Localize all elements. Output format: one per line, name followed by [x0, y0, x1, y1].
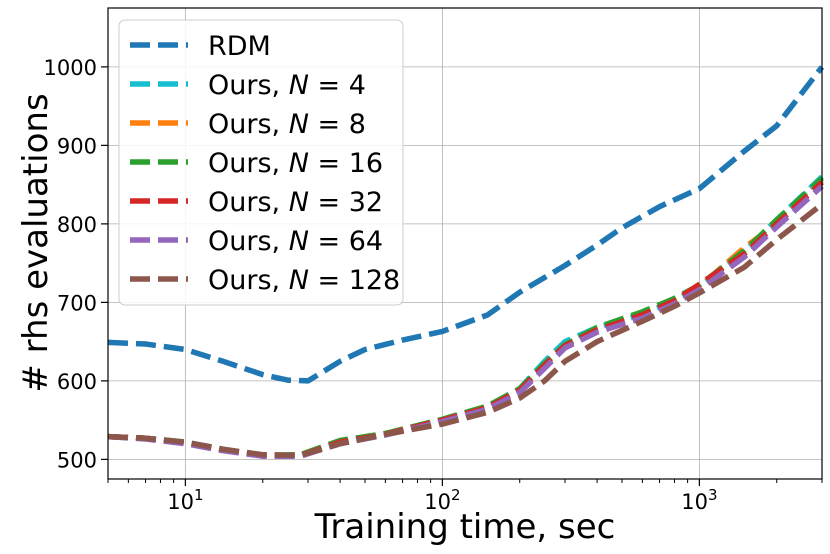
- legend-label-ours-n-16: Ours, N = 16: [208, 148, 383, 179]
- legend-label-ours-n-8: Ours, N = 8: [208, 109, 366, 140]
- y-tick-label: 500: [57, 448, 97, 472]
- legend-label-ours-n-128: Ours, N = 128: [208, 265, 400, 296]
- axis-ticks: 101 102 103 500 600 700 800 900 1000: [44, 56, 823, 514]
- y-tick-label: 600: [57, 370, 97, 394]
- legend-entries: RDM Ours, N = 4 Ours, N = 8 Ours, N = 16 Our…: [130, 31, 400, 296]
- series-line-ours-n-128: [107, 202, 824, 459]
- x-axis-label: Training time, sec: [314, 507, 616, 547]
- legend: RDM Ours, N = 4 Ours, N = 8 Ours, N = 16 Our…: [118, 19, 404, 306]
- y-tick-label: 700: [57, 291, 97, 315]
- plot-frame: [107, 7, 823, 480]
- series-lines: [107, 65, 825, 459]
- legend-label-rdm: RDM: [208, 31, 271, 62]
- legend-label-ours-n-32: Ours, N = 32: [208, 187, 383, 218]
- y-tick-label: 1000: [44, 56, 97, 80]
- series-line-rdm: [107, 65, 825, 384]
- legend-label-ours-n-4: Ours, N = 4: [208, 70, 366, 101]
- x-tick-label: 102: [424, 486, 460, 514]
- x-tick-label: 103: [681, 486, 717, 514]
- y-tick-label: 900: [57, 134, 97, 158]
- y-tick-label: 800: [57, 213, 97, 237]
- x-tick-label: 101: [167, 486, 203, 514]
- legend-label-ours-n-64: Ours, N = 64: [208, 226, 383, 257]
- y-axis-label: # rhs evaluations: [16, 93, 56, 392]
- legend-box: [118, 19, 404, 306]
